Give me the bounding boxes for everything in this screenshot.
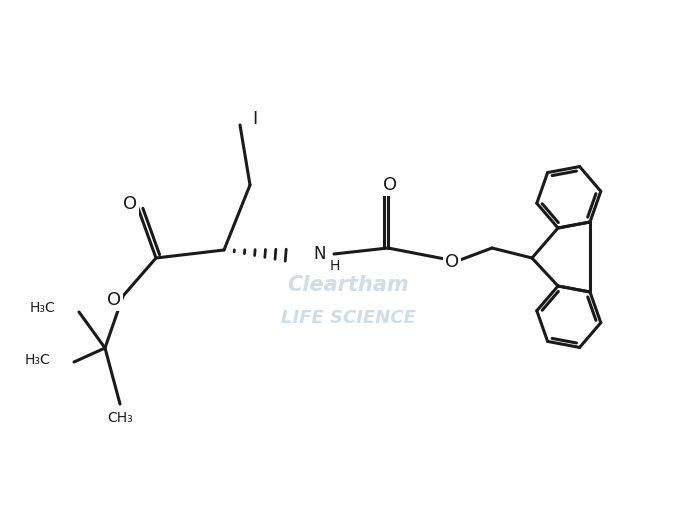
Text: H₃C: H₃C <box>29 301 55 315</box>
Text: LIFE SCIENCE: LIFE SCIENCE <box>280 309 416 327</box>
Text: H: H <box>330 259 340 273</box>
Text: I: I <box>253 110 258 128</box>
Text: O: O <box>123 195 137 213</box>
Text: O: O <box>445 253 459 271</box>
Text: N: N <box>313 245 326 263</box>
Text: H₃C: H₃C <box>24 353 50 367</box>
Text: O: O <box>107 291 121 309</box>
Text: O: O <box>383 176 397 194</box>
Text: Cleartham: Cleartham <box>287 275 409 295</box>
Text: CH₃: CH₃ <box>107 411 133 425</box>
